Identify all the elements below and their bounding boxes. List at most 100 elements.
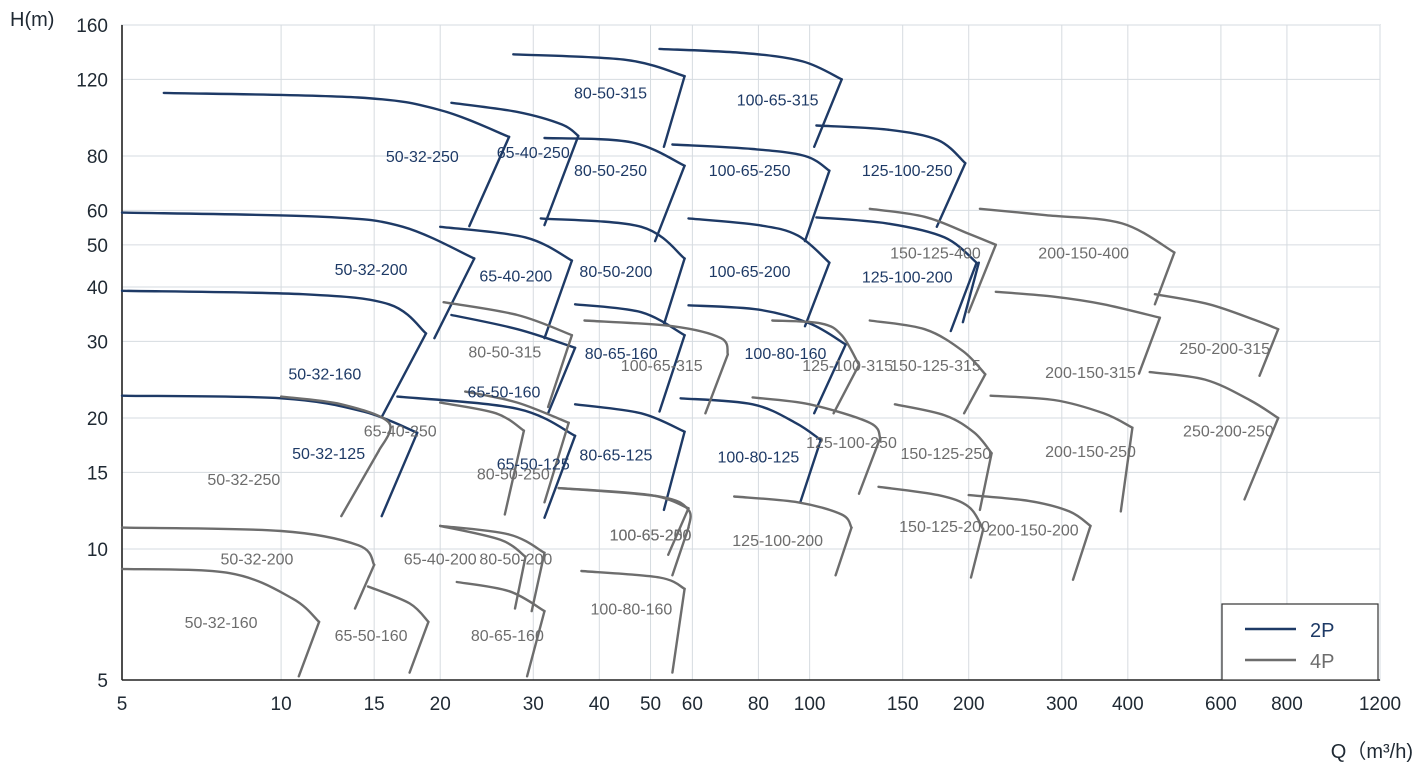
curve-4p-65-40-200-edge (513, 555, 527, 610)
curve-label-4p-150-125-200: 150-125-200 (899, 519, 990, 536)
curve-label-4p-50-32-160: 50-32-160 (185, 615, 258, 632)
curve-4p-250-200-250-max (1148, 370, 1280, 420)
curve-label-2p-80-50-250: 80-50-250 (574, 163, 647, 180)
curve-4p-150-125-400-edge (967, 243, 997, 314)
curve-2p-65-40-200-max (439, 225, 574, 262)
curve-4p-150-125-250-edge (978, 452, 993, 512)
curve-label-2p-125-100-250: 125-100-250 (862, 163, 953, 180)
curve-2p-100-65-315-max (658, 47, 843, 81)
curve-2p-100-80-160-max (687, 304, 847, 346)
curve-label-2p-65-40-200: 65-40-200 (479, 269, 552, 286)
curve-4p-250-200-315-max (1153, 293, 1280, 331)
curve-2p-100-65-250-edge (803, 169, 831, 243)
curve-2p-65-50-125-edge (543, 434, 577, 519)
curve-4p-250-200-250-edge (1243, 416, 1280, 501)
curve-4p-65-40-200-max (439, 524, 527, 558)
curve-4p-65-50-160-edge (408, 620, 430, 674)
curve-label-2p-100-80-160: 100-80-160 (745, 346, 827, 363)
x-tick-label: 100 (794, 694, 826, 715)
y-tick-label: 5 (97, 671, 108, 692)
curve-2p-80-50-315-max (512, 53, 686, 78)
curve-4p-150-125-315-max (868, 319, 987, 376)
curve-2p-80-65-160-edge (658, 334, 686, 413)
curve-label-2p-100-80-125: 100-80-125 (717, 450, 799, 467)
x-tick-label: 5 (117, 694, 128, 715)
tick-layer: 5 10 15 20 30 40 50 60 80 100 150 200 300 400 600 800 12… (76, 16, 1401, 715)
curve-2p-65-50-160-edge (546, 346, 577, 415)
curve-label-4p-50-32-200: 50-32-200 (220, 552, 293, 569)
curve-2p-80-50-315-edge (662, 75, 686, 148)
x-tick-label: 80 (748, 694, 769, 715)
curve-label-2p-65-40-250: 65-40-250 (497, 145, 570, 162)
curve-4p-80-65-160-max (455, 580, 546, 613)
curve-4p-150-125-200-edge (969, 528, 985, 579)
curve-label-2p-50-32-200: 50-32-200 (335, 262, 408, 279)
x-tick-label: 800 (1271, 694, 1303, 715)
curve-label-2p-50-32-160: 50-32-160 (288, 367, 361, 384)
x-tick-label: 40 (589, 694, 610, 715)
curve-layer (120, 47, 1280, 678)
curve-4p-100-65-200-max (557, 486, 692, 529)
curve-4p-100-65-200-edge (671, 526, 690, 577)
curve-4p-125-100-200-edge (834, 526, 853, 577)
curve-label-4p-125-100-250: 125-100-250 (806, 435, 897, 452)
curve-4p-100-80-160-max (580, 569, 686, 590)
curve-4p-65-50-160-max (366, 585, 430, 624)
legend-label-2p: 2P (1310, 620, 1334, 642)
curve-4p-80-65-160-edge (525, 609, 546, 678)
curve-4p-125-100-250-edge (857, 436, 882, 495)
curve-label-2p-80-65-125: 80-65-125 (579, 447, 652, 464)
curve-4p-200-150-200-edge (1071, 524, 1092, 581)
y-axis-title: H(m) (10, 9, 54, 31)
legend: 2P 4P (1221, 603, 1379, 681)
curve-2p-65-50-125-max (396, 395, 577, 437)
x-tick-label: 600 (1205, 694, 1237, 715)
curve-label-4p-150-125-315: 150-125-315 (890, 358, 981, 375)
curve-label-4p-65-40-250: 65-40-250 (364, 424, 437, 441)
curve-2p-100-80-125-edge (799, 438, 822, 504)
x-tick-label: 1200 (1359, 694, 1401, 715)
curve-4p-50-32-200-edge (353, 563, 376, 610)
curve-label-4p-100-65-200: 100-65-200 (610, 527, 692, 544)
legend-box (1221, 603, 1379, 681)
curve-2p-100-65-200-edge (803, 261, 831, 328)
y-tick-label: 15 (87, 463, 108, 484)
x-tick-label: 50 (640, 694, 661, 715)
curve-2p-80-50-250-edge (653, 164, 686, 243)
curve-label-2p-100-65-200: 100-65-200 (709, 264, 791, 281)
curve-label-4p-80-50-200: 80-50-200 (479, 552, 552, 569)
y-tick-label: 10 (87, 540, 108, 561)
curve-4p-50-32-160-max (120, 567, 321, 624)
curve-2p-65-40-250-edge (543, 134, 580, 227)
curve-4p-125-100-315-edge (832, 363, 861, 415)
legend-label-4p: 4P (1310, 651, 1334, 673)
curve-4p-100-65-315-max (583, 319, 729, 356)
curve-4p-80-50-200-edge (530, 551, 546, 613)
curve-2p-50-32-160-edge (380, 332, 428, 419)
curve-4p-125-100-200-max (733, 495, 853, 529)
curve-2p-125-100-250-max (815, 124, 967, 165)
curve-4p-80-50-315-max (442, 301, 574, 337)
curve-2p-50-32-200-edge (433, 257, 476, 340)
curve-2p-80-50-200-max (539, 217, 686, 260)
curve-2p-80-65-125-max (573, 403, 686, 433)
curve-4p-125-100-250-max (751, 396, 882, 440)
curve-2p-125-100-200-edge (949, 261, 978, 333)
y-tick-label: 160 (76, 16, 108, 37)
curve-4p-80-50-200-max (439, 524, 546, 554)
curve-4p-200-150-250-edge (1119, 426, 1134, 513)
curve-label-2p-100-65-250: 100-65-250 (709, 163, 791, 180)
curve-2p-50-32-160-max (120, 289, 428, 335)
curve-label-2p-80-50-200: 80-50-200 (579, 264, 652, 281)
x-tick-label: 150 (887, 694, 919, 715)
curve-2p-50-32-250-edge (468, 135, 511, 228)
curve-label-4p-80-50-250: 80-50-250 (477, 467, 550, 484)
x-tick-label: 15 (364, 694, 385, 715)
y-tick-label: 40 (87, 278, 108, 299)
curve-4p-150-125-250-max (893, 403, 993, 455)
curve-label-4p-200-150-200: 200-150-200 (988, 522, 1079, 539)
curve-2p-80-50-200-edge (662, 257, 686, 326)
curve-4p-100-65-315-edge (704, 353, 729, 415)
grid-layer (121, 24, 1381, 681)
curve-4p-80-50-250-edge (543, 421, 570, 504)
